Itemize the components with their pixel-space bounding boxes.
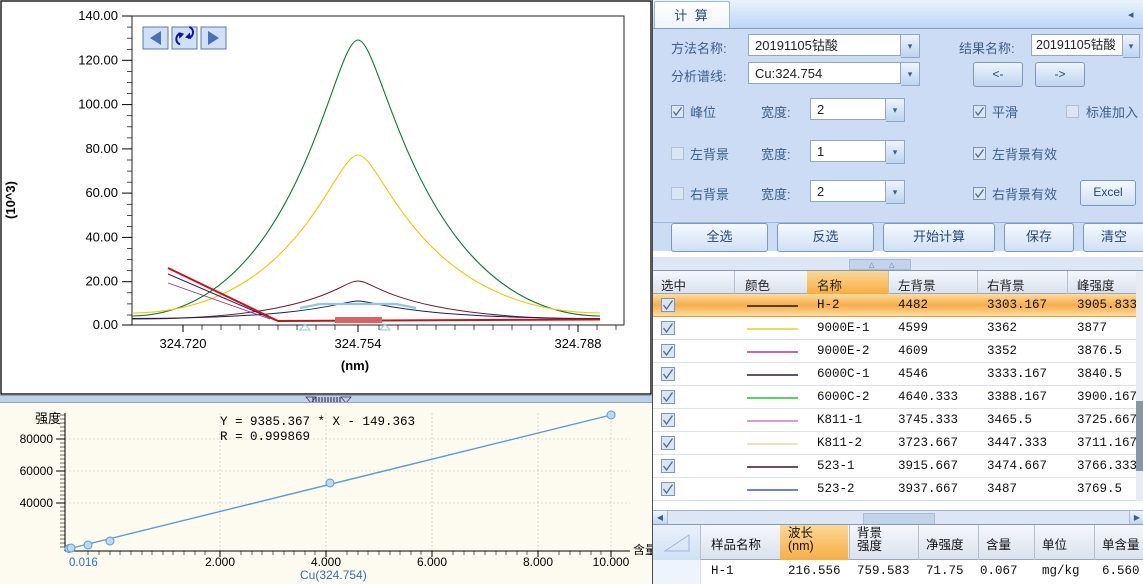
svg-text:Cu(324.754): Cu(324.754) [300, 568, 367, 582]
svg-text:4.000: 4.000 [311, 555, 341, 569]
svg-text:100.00: 100.00 [78, 97, 118, 112]
svg-text:0.00: 0.00 [93, 317, 118, 332]
svg-text:40.00: 40.00 [85, 229, 118, 244]
svg-text:Y = 9385.367 * X - 149.363: Y = 9385.367 * X - 149.363 [220, 415, 415, 429]
svg-text:(10^3): (10^3) [3, 181, 18, 219]
svg-text:0.016: 0.016 [69, 557, 98, 569]
svg-text:120.00: 120.00 [78, 52, 118, 67]
svg-text:2.000: 2.000 [205, 555, 235, 569]
svg-text:强度: 强度 [35, 411, 61, 426]
svg-text:20.00: 20.00 [85, 274, 118, 289]
svg-text:60000: 60000 [20, 464, 54, 478]
svg-text:80000: 80000 [20, 432, 54, 446]
svg-text:8.000: 8.000 [523, 555, 553, 569]
svg-text:(nm): (nm) [341, 358, 369, 373]
svg-text:含量: 含量 [633, 542, 652, 557]
svg-text:324.788: 324.788 [555, 336, 602, 351]
svg-text:40000: 40000 [20, 496, 54, 510]
svg-text:10.000: 10.000 [593, 555, 630, 569]
svg-text:324.720: 324.720 [160, 336, 207, 351]
svg-text:R = 0.999869: R = 0.999869 [220, 430, 310, 444]
svg-text:140.00: 140.00 [78, 8, 118, 23]
svg-text:6.000: 6.000 [417, 555, 447, 569]
svg-text:80.00: 80.00 [85, 141, 118, 156]
svg-text:324.754: 324.754 [335, 336, 382, 351]
svg-text:60.00: 60.00 [85, 185, 118, 200]
